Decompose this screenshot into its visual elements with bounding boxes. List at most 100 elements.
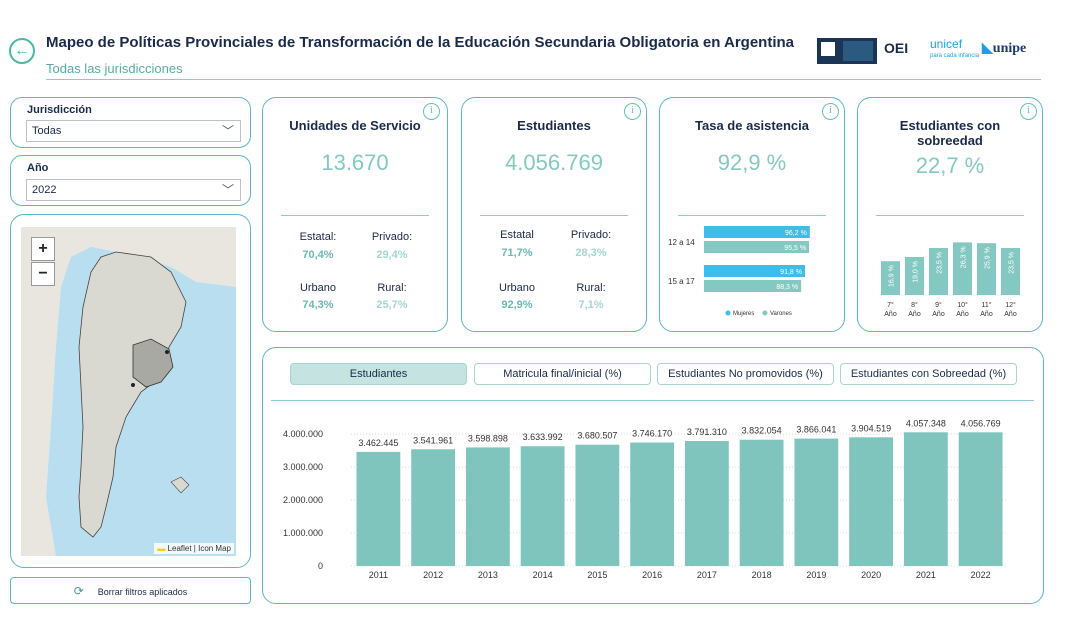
kpi-value: 13.670 [321,150,389,175]
x-tick-label: 2021 [916,570,936,580]
x-tick-label: 8° [911,301,918,309]
bar-2015 [575,444,620,566]
refresh-icon: ⟳ [73,584,84,598]
x-tick-label: 12° [1005,301,1016,309]
jurisdiccion-select[interactable]: Todas ﹀ [26,120,241,142]
bar-value-label: 95,5 % [784,245,806,252]
jurisdiccion-filter: Jurisdicción Todas ﹀ [10,97,251,148]
bar-varones [704,241,810,253]
anio-filter: Año 2022 ﹀ [10,155,251,206]
bar-mujeres [704,226,810,238]
age-group-label: 15 a 17 [668,277,695,286]
bar-varones [704,280,802,292]
chevron-down-icon: ﹀ [221,124,234,138]
bar-2022 [958,432,1003,566]
bar-value-label: 3.746.170 [632,429,672,439]
bar-value-label: 4.057.348 [906,418,946,428]
bar-2013 [465,447,510,566]
x-tick-label: 9° [935,301,942,309]
tab-estudiantes[interactable]: Estudiantes [290,363,467,385]
bar-2017 [684,441,729,566]
clear-filters-button[interactable]: ⟳ Borrar filtros aplicados [10,577,251,604]
info-icon[interactable]: i [1020,103,1037,120]
tab-matricula[interactable]: Matricula final/inicial (%) [474,363,651,385]
info-icon[interactable]: i [423,103,440,120]
x-tick-label: 2020 [861,570,881,580]
x-tick-label: 2011 [369,570,388,580]
sobreedad-bar [929,248,948,295]
info-icon[interactable]: i [822,103,839,120]
x-tick-sublabel: Año [884,311,897,318]
x-tick-label: 2016 [642,570,662,580]
map-card: + − ▬ Leaflet | Icon Map [10,214,251,568]
bar-2012 [411,449,456,566]
x-tick-label: 2022 [971,570,991,580]
sobreedad-bar [953,242,972,295]
x-tick-label: 2018 [752,570,772,580]
bar-value-label: 16,9 % [889,265,896,287]
estudiantes-bar-chart: 0 1.000.000 2.000.000 3.000.000 4.000.000 3.4… [283,418,1008,580]
x-tick-label: 11° [981,301,991,309]
sobreedad-bar [881,261,900,295]
x-tick-sublabel: Año [980,311,993,318]
kpi-title: Estudiantes [517,118,591,133]
page-subtitle: Todas las jurisdicciones [46,61,183,76]
tab-no-promovidos[interactable]: Estudiantes No promovidos (%) [657,363,834,385]
x-tick-label: 2014 [533,570,553,580]
asistencia-chart: 12 a 14 96,2 % 95,5 % 15 a 17 91,8 % 88,3 % Mu… [668,226,810,317]
x-tick-label: 10° [957,301,968,309]
kpi-title: Estudiantes con sobreedad [899,118,1001,148]
jurisdiccion-label: Jurisdicción [27,104,92,116]
header-divider [46,79,1041,80]
bar-value-label: 91,8 % [780,269,802,276]
age-group-label: 12 a 14 [668,238,695,247]
bar-2014 [520,446,565,566]
bar-value-label: 19,0 % [913,261,920,283]
anio-select[interactable]: 2022 ﹀ [26,179,241,201]
bar-value-label: 3.462.445 [358,438,398,448]
x-tick-sublabel: Año [932,311,945,318]
bar-value-label: 3.904.519 [851,423,891,433]
bar-value-label: 3.680.507 [577,431,617,441]
ukraine-flag-icon: ▬ [157,544,166,553]
unicef-logo: unicef [930,37,963,51]
map-attribution[interactable]: ▬ Leaflet | Icon Map [154,543,234,554]
legend-mujeres-label: Mujeres [733,311,754,317]
sobreedad-bar [905,257,924,295]
bar-value-label: 23,5 % [1009,252,1016,274]
tab-sobreedad[interactable]: Estudiantes con Sobreedad (%) [840,363,1017,385]
kpi-estudiantes-card: i Estudiantes 4.056.769 Estatal Privado:… [461,97,647,332]
kpi-value: 22,7 % [915,153,985,178]
bar-2021 [903,432,948,566]
back-arrow-icon[interactable]: ← [9,38,35,64]
kpi-asistencia-card: i Tasa de asistencia 92,9 % 12 a 14 96,2 … [659,97,845,332]
x-tick-sublabel: Año [956,311,969,318]
kpi-title: Tasa de asistencia [695,118,809,133]
bar-2018 [739,439,784,566]
bar-mujeres [704,265,805,277]
sobreedad-bar [977,243,996,295]
bar-2019 [794,438,839,566]
x-tick-label: 2015 [587,570,607,580]
x-tick-sublabel: Año [908,311,921,318]
main-chart-card: Estudiantes Matricula final/inicial (%) … [262,347,1044,604]
sobreedad-bar [1001,248,1020,295]
kpi-title: Unidades de Servicio [289,118,421,133]
bar-value-label: 96,2 % [785,230,807,237]
unicef-tagline: para cada infancia [930,53,980,59]
bar-value-label: 3.598.898 [468,433,508,443]
map-view[interactable]: + − ▬ Leaflet | Icon Map [21,227,236,556]
info-icon[interactable]: i [624,103,641,120]
legend-varones-icon [762,310,768,316]
x-tick-label: 7° [887,301,894,309]
x-tick-label: 2012 [423,570,443,580]
zoom-out-button[interactable]: − [31,262,55,286]
x-tick-sublabel: Año [1004,311,1017,318]
kpi-sobreedad-card: i Estudiantes con sobreedad 22,7 % 16,9 … [857,97,1043,332]
bar-value-label: 3.832.054 [742,426,782,436]
legend-mujeres-icon [725,310,731,316]
kpi-value: 92,9 % [717,150,787,175]
bar-value-label: 26,3 % [961,246,968,268]
kpi-unidades-card: i Unidades de Servicio 13.670 Estatal: P… [262,97,448,332]
zoom-in-button[interactable]: + [31,237,55,261]
